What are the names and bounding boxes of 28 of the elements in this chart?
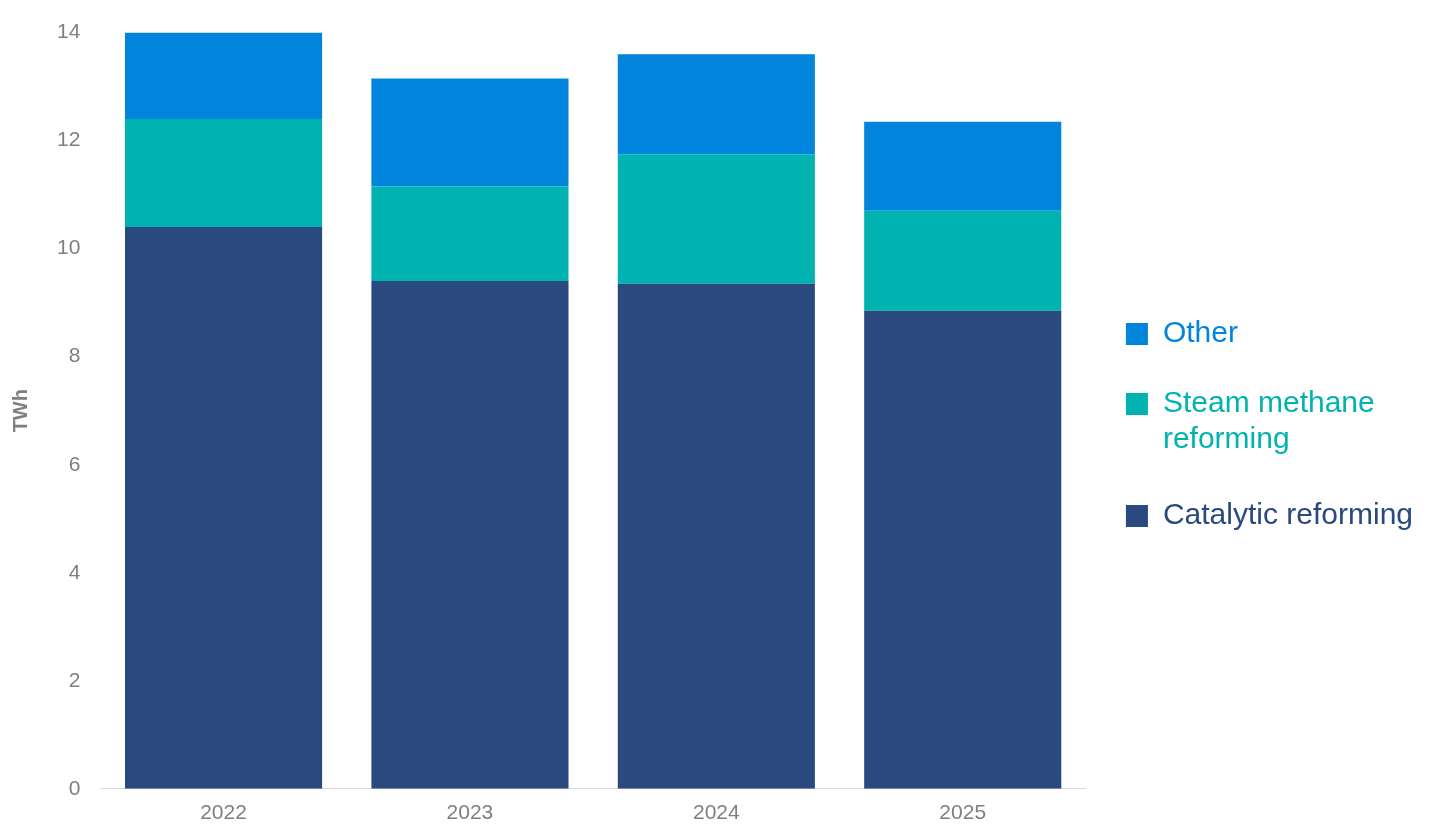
y-tick-label: 14 [57,19,81,43]
bar [371,186,569,282]
bar [617,54,815,155]
bar [125,119,323,228]
y-tick-label: 6 [68,451,81,475]
bar [864,121,1062,211]
bar [125,32,323,120]
x-tick-label: 2023 [446,800,494,824]
legend-label: Catalytic reforming [1162,497,1413,531]
bar [864,210,1062,311]
y-tick-label: 10 [57,235,81,259]
bar [125,227,323,789]
bar [617,154,815,284]
bar [371,78,569,187]
legend-label: Steam methane reforming [1162,385,1375,455]
bar [864,310,1062,789]
x-tick-label: 2025 [939,800,987,824]
y-tick-label: 2 [68,667,81,691]
bar [617,283,815,789]
y-tick-label: 12 [57,127,81,151]
legend-label: Other [1162,315,1238,349]
x-tick-label: 2024 [692,800,741,824]
x-tick-label: 2022 [200,800,247,824]
y-tick-label: 8 [68,343,81,367]
bar [371,281,569,789]
y-tick-label: 4 [68,559,81,583]
y-axis-title: TWh [8,389,31,433]
y-tick-label: 0 [68,775,81,799]
